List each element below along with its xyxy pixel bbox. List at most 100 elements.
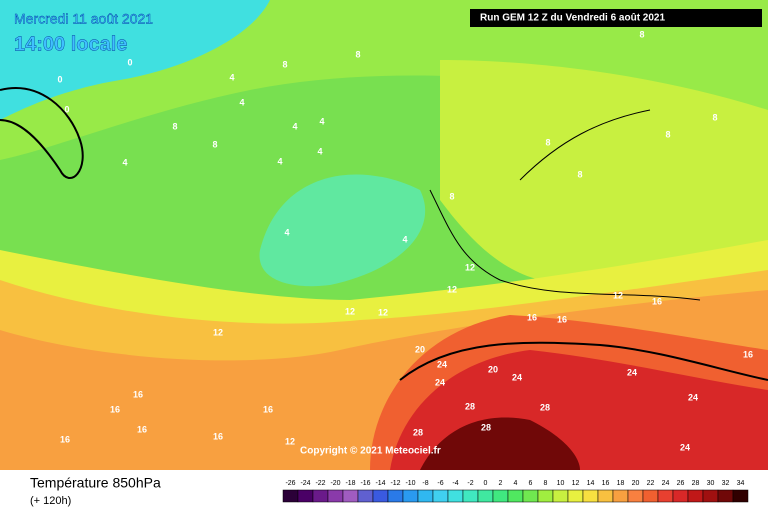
contour-label: 16 — [60, 434, 70, 444]
contour-label: 8 — [212, 139, 217, 149]
date: Mercredi 11 août 2021 — [14, 11, 153, 27]
scale-cell — [672, 489, 689, 503]
scale-label: -12 — [390, 480, 400, 487]
contour-label: 28 — [540, 402, 550, 412]
contour-label: 16 — [263, 404, 273, 414]
scale-cell — [327, 489, 344, 503]
contour-label: 16 — [133, 389, 143, 399]
contour-label: 24 — [437, 359, 447, 369]
zone — [420, 417, 580, 470]
scale-label: 30 — [707, 480, 715, 487]
scale-label: -8 — [422, 480, 428, 487]
scale-label: -14 — [375, 480, 385, 487]
contour-label: 28 — [465, 401, 475, 411]
scale-cell — [657, 489, 674, 503]
contour-label: 4 — [317, 146, 322, 156]
scale-cell — [282, 489, 299, 503]
scale-cell — [597, 489, 614, 503]
contour-label: 0 — [57, 74, 62, 84]
footer-lead: (+ 120h) — [30, 495, 71, 507]
run-box — [470, 9, 762, 27]
scale-label: -24 — [300, 480, 310, 487]
contour-label: 28 — [481, 422, 491, 432]
contour-label: 0 — [64, 104, 69, 114]
scale-label: 4 — [514, 480, 518, 487]
scale-label: -20 — [330, 480, 340, 487]
contour-label: 24 — [627, 367, 637, 377]
contour-label: 20 — [488, 364, 498, 374]
contour-label: 12 — [447, 284, 457, 294]
zone — [259, 174, 426, 287]
contour-label: 4 — [319, 116, 324, 126]
contour-label: 28 — [413, 427, 423, 437]
scale-cell — [612, 489, 629, 503]
scale-label: 8 — [544, 480, 548, 487]
contour-label: 20 — [415, 344, 425, 354]
scale-cell — [357, 489, 374, 503]
scale-label: 34 — [737, 480, 745, 487]
scale-label: -22 — [315, 480, 325, 487]
scale-cell — [447, 489, 464, 503]
scale-cell — [507, 489, 524, 503]
contour-label: 8 — [449, 191, 454, 201]
contour-label: 16 — [652, 296, 662, 306]
contour-label: 4 — [239, 97, 244, 107]
contour-label: 16 — [213, 431, 223, 441]
contour-label: 4 — [292, 121, 297, 131]
contour-label: 4 — [122, 157, 127, 167]
contour-label: 4 — [277, 156, 282, 166]
scale-label: -4 — [452, 480, 458, 487]
scale-cell — [312, 489, 329, 503]
scale-cell — [462, 489, 479, 503]
contour-label: 12 — [213, 327, 223, 337]
contour-label: 12 — [345, 306, 355, 316]
contour-label: 8 — [282, 59, 287, 69]
scale-cell — [522, 489, 539, 503]
contour-label: 12 — [465, 262, 475, 272]
scale-label: 6 — [529, 480, 533, 487]
contour-label: 24 — [435, 377, 445, 387]
scale-label: -6 — [437, 480, 443, 487]
contour-label: 4 — [229, 72, 234, 82]
contour-label: 8 — [665, 129, 670, 139]
contour-label: 8 — [355, 49, 360, 59]
scale-cell — [552, 489, 569, 503]
contour-label: 16 — [557, 314, 567, 324]
contour-label: 16 — [527, 312, 537, 322]
scale-label: 26 — [677, 480, 685, 487]
contour-label: 8 — [639, 29, 644, 39]
scale-label: 20 — [632, 480, 640, 487]
scale-cell — [297, 489, 314, 503]
scale-label: 32 — [722, 480, 730, 487]
time: 14:00 locale — [14, 33, 127, 55]
scale-cell — [387, 489, 404, 503]
coastline — [0, 87, 84, 179]
contour-label: 16 — [110, 404, 120, 414]
scale-label: 10 — [557, 480, 565, 487]
contour-label: 24 — [688, 392, 698, 402]
scale-cell — [717, 489, 734, 503]
contour-label: 4 — [402, 234, 407, 244]
contour-label: 12 — [613, 290, 623, 300]
scale-label: -10 — [405, 480, 415, 487]
scale-label: 24 — [662, 480, 670, 487]
scale-cell — [432, 489, 449, 503]
contour-label: 8 — [712, 112, 717, 122]
contour-label: 16 — [743, 349, 753, 359]
scale-cell — [642, 489, 659, 503]
contour-label: 4 — [284, 227, 289, 237]
scale-cell — [627, 489, 644, 503]
scale-label: 22 — [647, 480, 655, 487]
scale-label: -18 — [345, 480, 355, 487]
scale-label: 0 — [484, 480, 488, 487]
coastline — [429, 109, 701, 301]
scale-cell — [702, 489, 719, 503]
scale-label: 18 — [617, 480, 625, 487]
scale-cell — [582, 489, 599, 503]
zone — [440, 60, 768, 280]
scale-cell — [402, 489, 419, 503]
scale-label: 14 — [587, 480, 595, 487]
zone — [0, 0, 270, 120]
scale-cell — [477, 489, 494, 503]
footer-title: Température 850hPa — [30, 475, 161, 491]
